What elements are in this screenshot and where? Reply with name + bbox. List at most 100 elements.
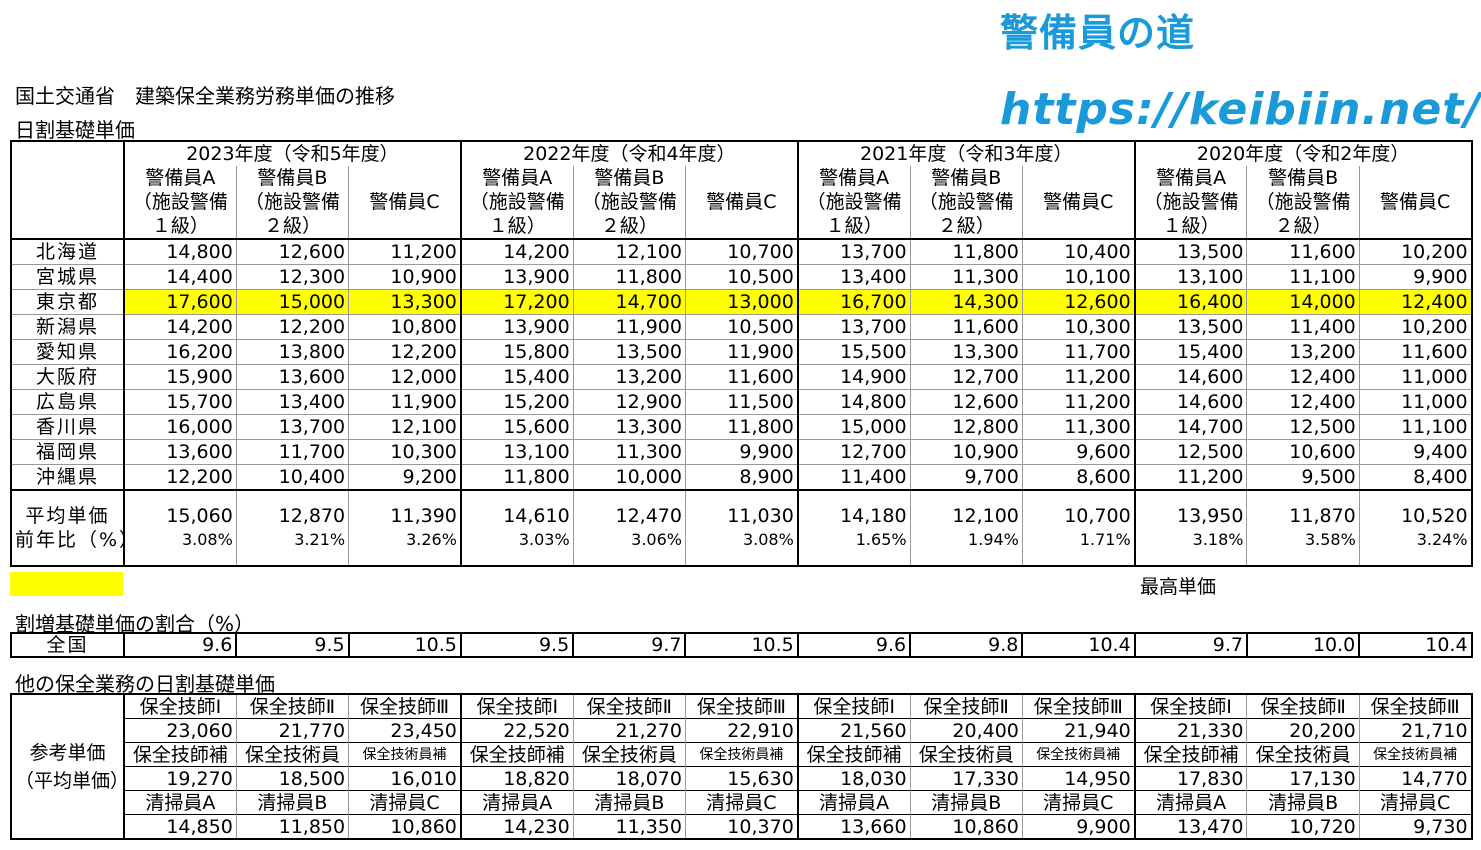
header-line: 警備員A [1156, 167, 1227, 189]
table-row: 香川県 16,000 13,700 12,100 15,600 13,300 11,800 1… [10, 414, 1472, 440]
job-name-cell: 清掃員B [572, 790, 686, 815]
price-cell: 13,700 [796, 314, 911, 340]
header-line: （施設警備 [1143, 191, 1239, 213]
column-header-guard-c: 警備員C [1358, 166, 1472, 239]
daily-base-price-table: 2023年度（令和5年度） 2022年度（令和4年度） 2021年度（令和3年度） 2… [10, 140, 1473, 567]
price-cell: 13,600 [122, 439, 237, 465]
price-cell: 13,100 [459, 439, 574, 465]
job-price-cell: 17,830 [1133, 766, 1247, 791]
ratio-cell: 10.5 [684, 633, 798, 657]
average-value: 11,390 [390, 505, 457, 527]
header-line: １級） [1162, 215, 1220, 237]
job-name-cell: 保全技師補 [796, 742, 911, 767]
price-cell: 9,600 [1021, 439, 1135, 465]
brand-logo-text: 警備員の道 [1000, 11, 1196, 55]
price-cell: 13,400 [235, 389, 349, 415]
price-cell: 11,500 [684, 389, 798, 415]
summary-cell: 14,180 1.65% [796, 489, 911, 566]
job-name-cell: 保全技術員補 [348, 742, 461, 767]
yoy-value: 3.24% [1416, 530, 1468, 549]
price-cell: 10,400 [1021, 238, 1135, 265]
price-cell: 13,300 [909, 339, 1023, 365]
price-cell: 14,400 [122, 264, 237, 290]
summary-cell: 12,100 1.94% [909, 489, 1023, 566]
price-cell: 12,200 [235, 314, 349, 340]
corner-cell [10, 141, 125, 239]
price-cell: 12,600 [909, 389, 1023, 415]
job-price-cell: 11,850 [235, 814, 349, 839]
job-price-cell: 13,470 [1133, 814, 1247, 839]
price-cell: 11,000 [1358, 389, 1472, 415]
job-price-cell: 21,330 [1133, 718, 1247, 743]
price-cell: 12,400 [1246, 389, 1360, 415]
price-cell: 10,400 [235, 464, 349, 490]
job-price-cell: 14,230 [459, 814, 574, 839]
header-line: ２級） [1274, 215, 1332, 237]
price-cell: 13,500 [1133, 314, 1247, 340]
price-cell: 12,900 [572, 389, 686, 415]
job-name-cell: 保全技師Ⅲ [348, 693, 461, 719]
price-cell: 14,700 [1133, 414, 1247, 440]
prefecture-name: 沖縄県 [10, 464, 125, 490]
price-cell: 9,400 [1358, 439, 1472, 465]
job-name-cell: 保全技師Ⅰ [459, 693, 574, 719]
price-cell: 11,800 [572, 264, 686, 290]
ratio-cell: 9.5 [235, 633, 349, 657]
average-value: 11,870 [1289, 505, 1356, 527]
job-price-cell: 9,730 [1358, 814, 1472, 839]
price-cell: 10,700 [684, 238, 798, 265]
header-line: （施設警備 [1255, 191, 1351, 213]
average-value: 13,950 [1176, 505, 1244, 527]
average-value: 14,610 [503, 505, 570, 527]
job-price-cell: 17,330 [909, 766, 1023, 791]
job-price-cell: 21,770 [235, 718, 349, 743]
price-cell: 13,300 [348, 289, 461, 315]
price-cell: 13,700 [796, 238, 911, 265]
job-name-cell: 保全技術員 [1246, 742, 1360, 767]
price-cell: 12,100 [348, 414, 461, 440]
job-price-cell: 22,910 [684, 718, 798, 743]
yoy-value: 3.18% [1192, 530, 1244, 549]
price-cell: 12,500 [1246, 414, 1360, 440]
price-cell: 14,000 [1246, 289, 1360, 315]
header-line: 警備員B [257, 167, 328, 189]
average-value: 12,470 [615, 505, 682, 527]
yoy-value: 3.08% [742, 530, 794, 549]
price-cell: 9,900 [684, 439, 798, 465]
price-cell: 13,200 [1246, 339, 1360, 365]
column-header-guard-b: 警備員B （施設警備 ２級） [1246, 166, 1360, 239]
brand-url[interactable]: https://keibiin.net/ [1000, 84, 1481, 135]
job-name-cell: 保全技師補 [459, 742, 574, 767]
price-cell: 10,100 [1021, 264, 1135, 290]
summary-cell: 11,870 3.58% [1246, 489, 1360, 566]
price-cell: 13,300 [572, 414, 686, 440]
summary-cell: 11,390 3.26% [348, 489, 461, 566]
ratio-cell: 9.5 [459, 633, 574, 657]
price-cell: 10,200 [1358, 238, 1472, 265]
job-price-cell: 13,660 [796, 814, 911, 839]
job-name-cell: 清掃員C [1021, 790, 1135, 815]
header-line: 警備員B [931, 167, 1002, 189]
prefecture-name: 北海道 [10, 238, 125, 265]
column-header-guard-a: 警備員A （施設警備 １級） [1133, 166, 1247, 239]
reference-label-line1: 参考単価 [29, 741, 106, 764]
price-cell: 12,700 [796, 439, 911, 465]
job-value-row: 19,270 18,500 16,010 18,820 18,070 15,630 18,0… [11, 766, 1472, 791]
average-label: 平均単価 [25, 505, 110, 527]
summary-cell: 12,870 3.21% [235, 489, 349, 566]
job-price-cell: 10,720 [1246, 814, 1360, 839]
price-cell: 12,000 [348, 364, 461, 390]
job-name-cell: 保全技師補 [122, 742, 237, 767]
job-name-cell: 保全技師Ⅱ [235, 693, 349, 719]
ratio-cell: 10.4 [1358, 633, 1472, 657]
price-cell: 12,700 [909, 364, 1023, 390]
ratio-cell: 9.7 [1133, 633, 1247, 657]
yoy-value: 3.58% [1304, 530, 1356, 549]
job-price-cell: 23,450 [348, 718, 461, 743]
job-name-cell: 清掃員C [684, 790, 798, 815]
job-name-cell: 清掃員C [348, 790, 461, 815]
average-value: 14,180 [840, 505, 907, 527]
year-header: 2020年度（令和2年度） [1133, 141, 1472, 166]
column-header-guard-c: 警備員C [1021, 166, 1135, 239]
